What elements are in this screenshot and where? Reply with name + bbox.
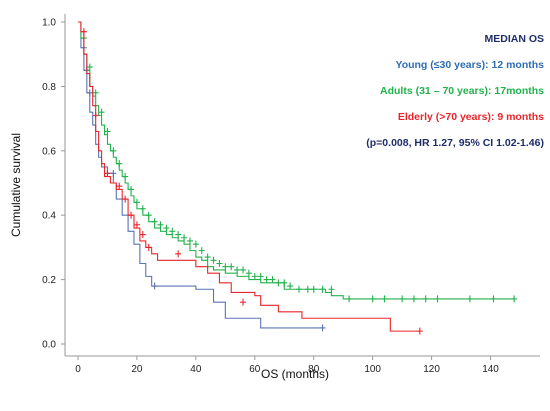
censor-mark-adults xyxy=(263,276,270,284)
censor-mark-adults xyxy=(275,279,282,287)
censor-mark-adults xyxy=(234,266,241,274)
y-tick-label: 1.0 xyxy=(42,18,56,29)
censor-mark-elderly xyxy=(92,111,99,119)
censor-mark-adults xyxy=(98,108,105,116)
x-ticks: 0 20 40 60 80 100 120 140 xyxy=(75,356,499,375)
censor-mark-adults xyxy=(139,205,146,213)
censor-mark-adults xyxy=(328,285,335,293)
annotation-line: Elderly (>70 years): 9 months xyxy=(398,111,544,123)
censor-mark-adults xyxy=(319,285,326,293)
x-axis-title: OS (months) xyxy=(261,367,329,381)
x-tick-label: 0 xyxy=(75,364,81,375)
censor-mark-elderly xyxy=(128,211,135,219)
censor-mark-elderly xyxy=(104,169,111,177)
censor-mark-adults xyxy=(245,269,252,277)
censor-mark-elderly xyxy=(416,327,423,335)
censor-mark-adults xyxy=(210,256,217,264)
censor-mark-adults xyxy=(466,295,473,303)
y-tick-label: 0.2 xyxy=(42,275,56,286)
series-line-elderly xyxy=(78,21,420,332)
censor-mark-adults xyxy=(186,237,193,245)
censor-mark-elderly xyxy=(240,298,247,306)
censor-mark-adults xyxy=(110,147,117,155)
censor-mark-adults xyxy=(296,285,302,293)
censor-mark-adults xyxy=(369,295,376,303)
censor-mark-adults xyxy=(304,285,311,293)
censor-mark-adults xyxy=(175,231,182,239)
x-tick-label: 20 xyxy=(131,364,143,375)
censor-mark-adults xyxy=(269,276,276,284)
censor-mark-adults xyxy=(287,282,294,290)
censor-mark-adults xyxy=(133,198,140,206)
censor-mark-adults xyxy=(192,240,199,248)
censor-mark-adults xyxy=(151,218,158,226)
y-axis-title: Cumulative survival xyxy=(9,133,23,237)
censor-mark-adults xyxy=(222,263,229,271)
y-tick-label: 0.0 xyxy=(42,340,56,351)
censor-mark-adults xyxy=(204,253,211,261)
censor-mark-elderly xyxy=(145,243,152,251)
censor-mark-adults xyxy=(163,224,170,232)
censor-mark-elderly xyxy=(139,231,146,239)
censor-mark-elderly xyxy=(80,28,87,36)
y-tick-label: 0.6 xyxy=(42,146,56,157)
annotation-block: MEDIAN OS Young (≤30 years): 12 months Adu… xyxy=(366,33,544,149)
x-tick-label: 60 xyxy=(249,364,261,375)
x-tick-label: 80 xyxy=(308,364,320,375)
x-tick-label: 40 xyxy=(190,364,202,375)
censor-mark-adults xyxy=(169,227,176,235)
annotation-line: Young (≤30 years): 12 months xyxy=(395,59,544,71)
annotation-line: Adults (31 – 70 years): 17months xyxy=(380,85,544,97)
censor-mark-adults xyxy=(490,295,497,303)
x-tick-label: 100 xyxy=(364,364,381,375)
censor-mark-elderly xyxy=(116,182,123,190)
annotation-line: (p=0.008, HR 1.27, 95% CI 1.02-1.46) xyxy=(366,137,544,149)
censor-mark-adults xyxy=(86,63,93,71)
series-line-young xyxy=(78,21,323,329)
censor-mark-adults xyxy=(157,221,164,229)
censor-mark-adults xyxy=(145,211,152,219)
y-ticks: 0.0 0.2 0.4 0.6 0.8 1.0 xyxy=(42,18,65,351)
censor-mark-adults xyxy=(128,185,135,193)
annotation-line: MEDIAN OS xyxy=(484,33,544,45)
censor-mark-elderly xyxy=(175,250,182,258)
censor-mark-elderly xyxy=(122,195,129,203)
censor-mark-adults xyxy=(257,272,264,280)
censor-mark-adults xyxy=(198,247,205,255)
censor-mark-adults xyxy=(310,285,317,293)
x-tick-label: 120 xyxy=(423,364,440,375)
censor-mark-young xyxy=(151,282,158,290)
censor-mark-young xyxy=(110,169,117,177)
y-tick-label: 0.4 xyxy=(42,211,56,222)
censor-mark-adults xyxy=(92,89,99,97)
y-tick-label: 0.8 xyxy=(42,82,56,93)
censor-mark-young xyxy=(86,89,93,97)
censor-mark-adults xyxy=(181,234,188,242)
censor-mark-adults xyxy=(422,295,429,303)
censor-mark-adults xyxy=(240,266,247,274)
censor-mark-elderly xyxy=(133,221,140,229)
censor-mark-adults xyxy=(251,272,258,280)
censor-mark-adults xyxy=(228,263,235,271)
x-tick-label: 140 xyxy=(482,364,499,375)
censor-mark-adults xyxy=(381,295,388,303)
censor-mark-adults xyxy=(122,173,129,181)
censor-mark-adults xyxy=(399,295,406,303)
censor-mark-adults xyxy=(281,279,288,287)
censor-mark-adults xyxy=(216,260,223,267)
censor-mark-adults xyxy=(104,127,111,135)
censor-mark-adults xyxy=(511,295,518,303)
censor-mark-adults xyxy=(434,295,441,303)
censor-mark-adults xyxy=(346,295,353,303)
censor-mark-young xyxy=(319,324,326,332)
censor-mark-adults xyxy=(116,160,123,168)
series-group xyxy=(78,21,518,335)
censor-mark-adults xyxy=(410,295,417,303)
plot-area: 0.0 0.2 0.4 0.6 0.8 1.0 0 20 40 60 80 100 120 140 xyxy=(42,14,540,375)
